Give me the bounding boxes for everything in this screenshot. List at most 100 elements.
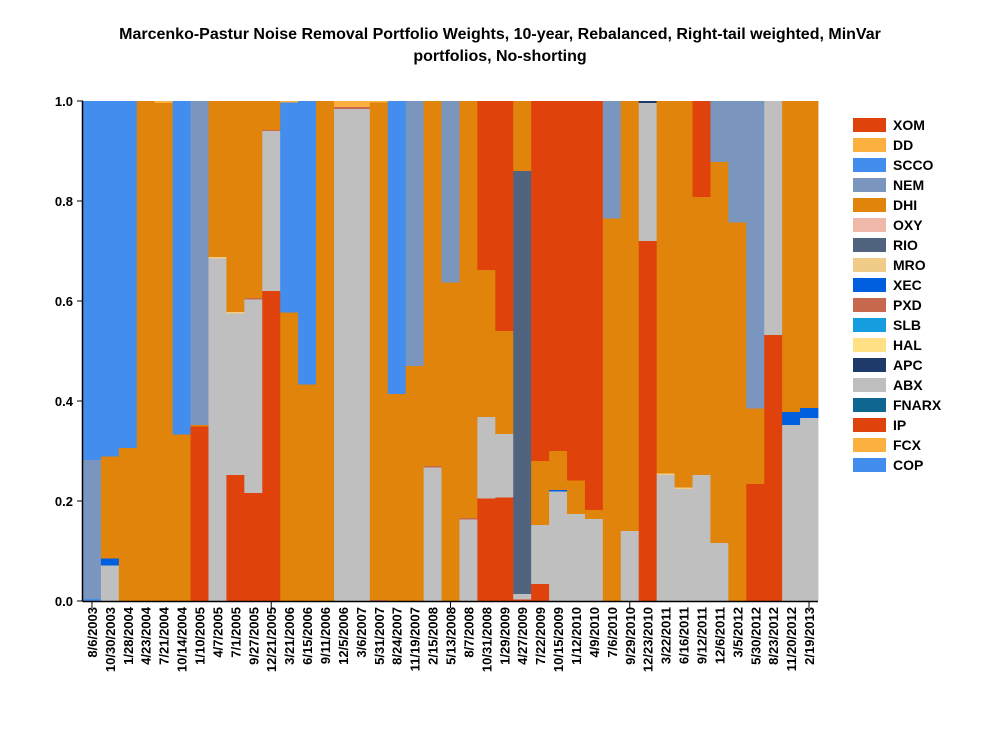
bar-stack	[638, 101, 658, 601]
bar-segment-dhi	[531, 461, 550, 525]
bar-segment-cop	[83, 599, 102, 601]
legend-swatch-fnarx	[853, 398, 886, 412]
bar-segment-nem	[441, 101, 460, 283]
bar-segment-abx	[459, 519, 478, 601]
bar-segment-abx	[638, 103, 658, 241]
bar-segment-dhi	[746, 408, 765, 484]
bar-stack	[656, 101, 675, 601]
bar-stack	[100, 101, 120, 601]
bar-segment-xom	[567, 101, 586, 481]
bar-stack	[800, 101, 819, 601]
bar-segment-pxd	[423, 466, 442, 468]
bar-stack	[316, 101, 335, 601]
bar-segment-ip	[477, 498, 496, 601]
legend-label: SCCO	[893, 157, 934, 173]
bar-segment-abx	[495, 434, 514, 498]
x-tick-label: 4/23/2004	[139, 606, 154, 665]
bar-stack	[262, 101, 281, 601]
bar-segment-abx	[692, 475, 711, 601]
x-tick-label: 4/9/2010	[587, 607, 602, 658]
legend-swatch-apc	[853, 358, 886, 372]
bar-segment-dhi	[244, 101, 263, 298]
bar-segment-abx	[513, 594, 532, 600]
bar-stack	[387, 101, 407, 601]
bar-segment-fcx	[369, 101, 389, 103]
bar-stack	[549, 101, 568, 601]
bar-segment-fcx	[154, 101, 174, 103]
bar-stack	[531, 101, 550, 601]
bar-segment-dhi	[262, 101, 281, 130]
bar-segment-abx	[782, 425, 801, 601]
bar-segment-dhi	[513, 101, 532, 171]
bar-segment-xec	[782, 412, 801, 425]
legend-label: APC	[893, 357, 923, 373]
bar-segment-scco	[298, 101, 317, 385]
x-tick-label: 6/16/2011	[677, 607, 692, 664]
bar-segment-dhi	[674, 101, 693, 488]
bar-stack	[369, 101, 389, 601]
x-tick-label: 9/12/2011	[694, 607, 709, 664]
bar-segment-abx	[351, 109, 371, 601]
bar-segment-dhi	[280, 312, 299, 601]
bar-segment-abx	[549, 491, 568, 601]
x-tick-label: 12/23/2010	[641, 607, 656, 672]
bar-segment-dhi	[136, 101, 156, 601]
bar-segment-abx	[208, 258, 227, 601]
bars-group	[83, 101, 819, 601]
bar-segment-dhi	[405, 366, 425, 601]
bar-stack	[674, 101, 693, 601]
y-tick-label: 0.4	[55, 394, 74, 409]
bar-segment-dhi	[692, 197, 711, 475]
bar-segment-ip	[638, 241, 658, 601]
bar-segment-dhi	[477, 270, 496, 417]
legend-label: HAL	[893, 337, 922, 353]
bar-segment-abx	[333, 109, 353, 601]
bar-segment-xom	[692, 101, 711, 197]
x-tick-label: 10/30/2003	[103, 607, 118, 672]
bar-stack	[208, 101, 227, 601]
x-tick-label: 1/29/2009	[497, 607, 512, 665]
bar-segment-abx	[567, 514, 586, 601]
x-tick-label: 5/31/2007	[372, 607, 387, 665]
bar-segment-apc	[638, 101, 658, 103]
bar-segment-pxd	[459, 518, 478, 520]
bar-stack	[602, 101, 622, 601]
x-tick-label: 12/6/2011	[712, 607, 727, 664]
bar-segment-dhi	[226, 101, 245, 312]
bar-stack	[495, 101, 514, 601]
bar-segment-dhi	[620, 101, 640, 531]
bar-segment-mro	[674, 487, 693, 489]
bar-stack	[459, 101, 478, 601]
bar-segment-nem	[746, 101, 765, 409]
bar-segment-abx	[244, 299, 263, 493]
legend-label: DD	[893, 137, 913, 153]
bar-segment-xec	[549, 490, 568, 492]
x-tick-label: 1/28/2004	[121, 606, 136, 665]
bar-segment-abx	[584, 519, 604, 601]
bar-stack	[746, 101, 765, 601]
bar-segment-mro	[226, 312, 245, 314]
bar-stack	[190, 101, 209, 601]
bar-stack	[136, 101, 156, 601]
bar-segment-dhi	[602, 218, 622, 601]
bar-segment-dhi	[782, 101, 801, 412]
bar-segment-nem	[405, 101, 425, 366]
x-tick-label: 10/15/2009	[551, 607, 566, 672]
x-tick-label: 1/10/2005	[193, 607, 208, 665]
bar-segment-xom	[477, 101, 496, 270]
y-tick-label: 0.0	[55, 594, 73, 609]
bar-stack	[280, 101, 299, 601]
bar-segment-nem	[602, 101, 622, 219]
legend-swatch-xom	[853, 118, 886, 132]
chart-title-line-1: Marcenko-Pastur Noise Removal Portfolio …	[119, 26, 881, 43]
bar-segment-dhi	[800, 101, 819, 408]
bar-segment-dhi	[208, 101, 227, 257]
bar-stack	[423, 101, 442, 601]
chart-title-line-2: portfolios, No-shorting	[413, 48, 586, 65]
legend-label: XEC	[893, 277, 922, 293]
bar-segment-ip	[190, 426, 209, 601]
x-tick-label: 9/29/2010	[623, 607, 638, 665]
legend-swatch-fcx	[853, 438, 886, 452]
bar-segment-dhi	[495, 331, 514, 434]
